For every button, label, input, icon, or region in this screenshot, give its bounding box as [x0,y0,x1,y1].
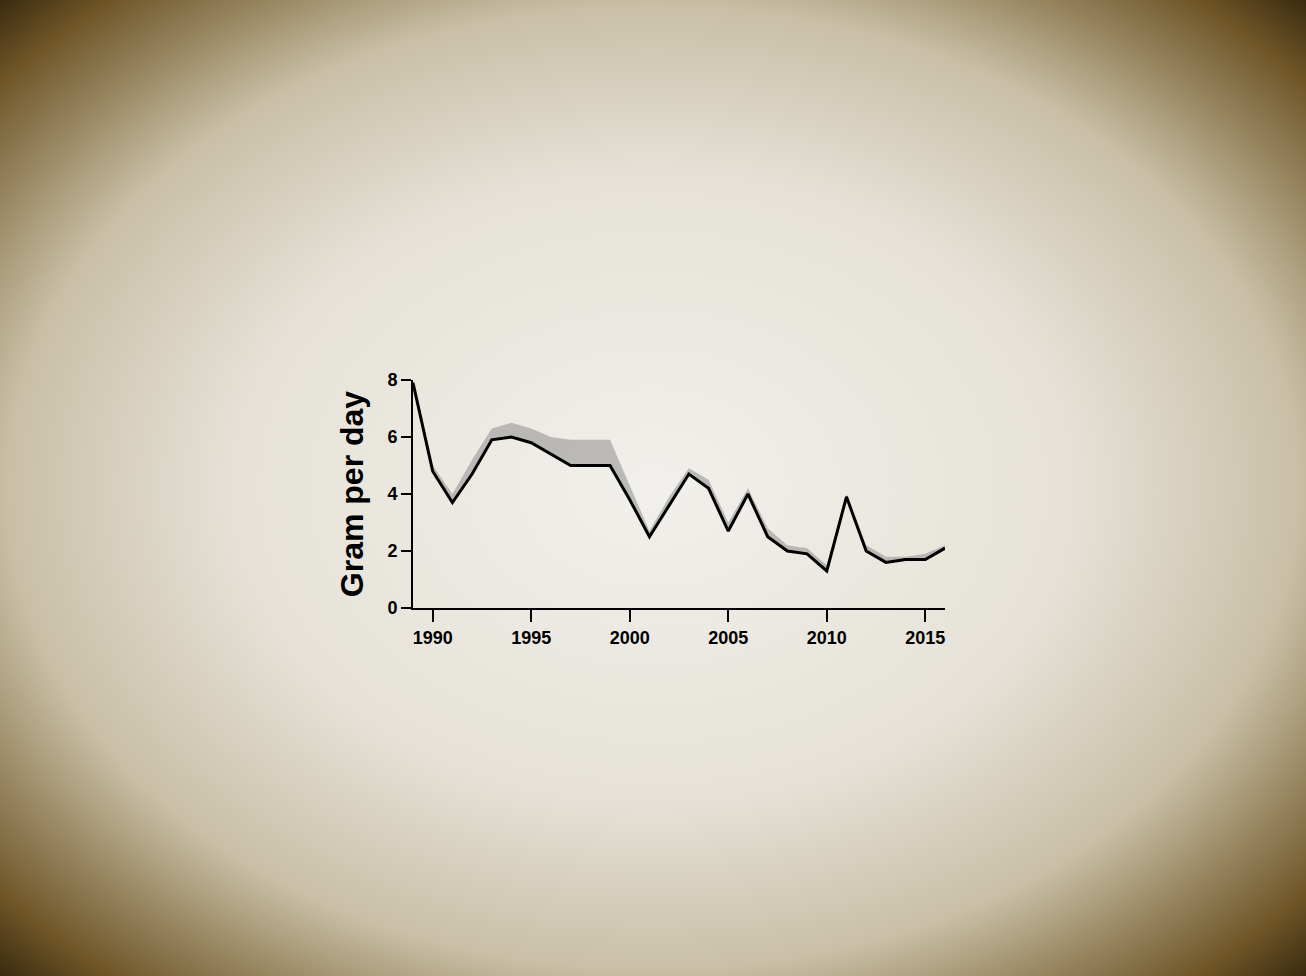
svg-text:2015: 2015 [905,628,945,648]
svg-text:2010: 2010 [807,628,847,648]
svg-text:8: 8 [387,370,397,390]
svg-text:2005: 2005 [708,628,748,648]
svg-text:Gram per day: Gram per day [334,391,370,598]
svg-text:6: 6 [387,427,397,447]
svg-text:1990: 1990 [413,628,453,648]
svg-text:4: 4 [387,484,397,504]
svg-text:2: 2 [387,541,397,561]
svg-text:0: 0 [387,598,397,618]
svg-text:2000: 2000 [610,628,650,648]
svg-text:1995: 1995 [511,628,551,648]
